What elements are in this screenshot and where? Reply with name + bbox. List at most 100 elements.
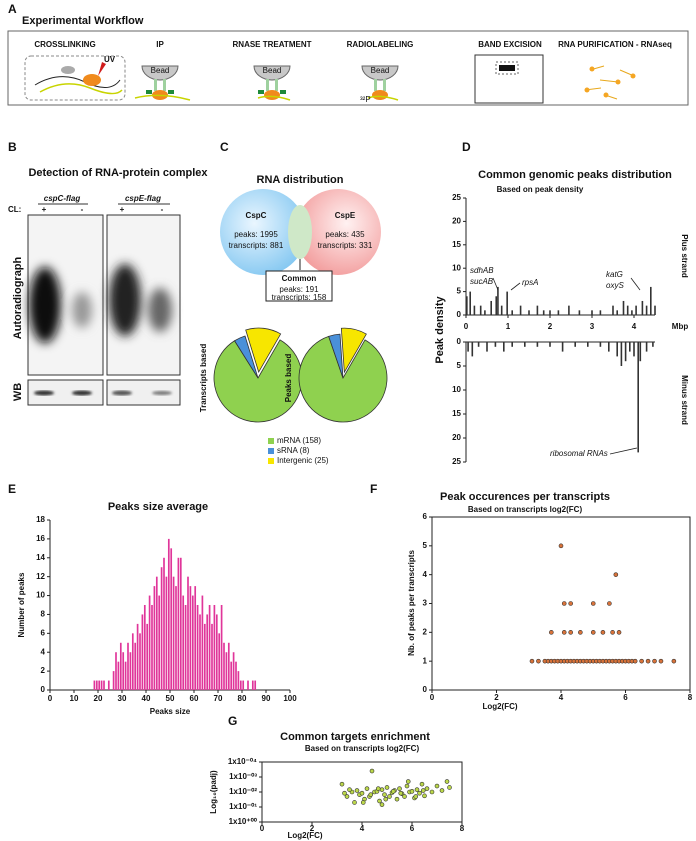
point xyxy=(339,781,345,787)
bar xyxy=(235,661,237,690)
bar xyxy=(612,305,614,315)
point xyxy=(645,658,651,664)
point xyxy=(368,792,374,797)
bar xyxy=(242,680,245,690)
bar xyxy=(549,342,551,347)
bar xyxy=(201,595,204,690)
step-label: RNA PURIFICATION - RNAseq xyxy=(558,40,672,49)
annotation-arrow xyxy=(510,282,521,291)
bar xyxy=(93,680,96,690)
point xyxy=(444,779,450,784)
x-tick-label: 10 xyxy=(70,694,79,703)
y-tick-label: 25 xyxy=(452,457,461,466)
x-tick-label: 6 xyxy=(623,693,628,702)
venn-overlap xyxy=(288,205,312,259)
legend-swatch xyxy=(268,438,274,444)
point xyxy=(420,788,426,793)
y-tick-label: 1x10⁻⁰² xyxy=(229,787,257,796)
step-label: CROSSLINKING xyxy=(34,40,95,49)
workflow-box xyxy=(7,30,689,106)
bar xyxy=(151,605,153,690)
bar xyxy=(568,305,570,315)
point xyxy=(347,787,352,792)
bar xyxy=(549,310,551,315)
point xyxy=(639,658,644,664)
point xyxy=(404,783,410,789)
panel-letter: E xyxy=(8,482,16,496)
y-tick-label: 10 xyxy=(36,591,45,600)
x-tick-label: 2 xyxy=(494,693,499,702)
bar xyxy=(225,652,228,690)
bead-label: Bead xyxy=(151,66,170,75)
point xyxy=(394,796,400,802)
point xyxy=(529,658,535,664)
bar xyxy=(220,605,223,690)
legend-swatch xyxy=(268,458,274,464)
bar xyxy=(624,342,627,362)
step-label: IP xyxy=(156,40,164,49)
y-tick-label: 6 xyxy=(41,628,46,637)
bar xyxy=(599,310,602,315)
annotation-arrow xyxy=(630,277,641,291)
y-tick-label: 20 xyxy=(452,217,461,226)
title: Common targets enrichment xyxy=(280,731,430,743)
pie-slice xyxy=(245,327,282,374)
point xyxy=(352,800,357,805)
x-tick-label: 1 xyxy=(506,322,511,331)
point xyxy=(414,787,420,792)
x-tick-label: 2 xyxy=(548,322,553,331)
x-tick-label: 0 xyxy=(464,322,469,331)
annotation: sdhAB xyxy=(470,266,494,275)
venn-title: RNA distribution xyxy=(257,174,344,186)
bar xyxy=(230,661,233,690)
bar xyxy=(641,300,644,315)
bar xyxy=(490,300,492,315)
bar xyxy=(143,605,146,690)
point xyxy=(536,658,541,664)
bar xyxy=(167,538,170,690)
x-label: Mbp xyxy=(672,322,689,331)
bar xyxy=(626,305,629,315)
y-label: Peak density xyxy=(434,295,446,363)
x-tick-label: 40 xyxy=(142,694,151,703)
annotation-arrow xyxy=(492,277,499,291)
point xyxy=(607,601,612,606)
bar xyxy=(574,342,576,347)
x-tick-label: 4 xyxy=(559,693,564,702)
bar xyxy=(215,614,218,690)
common-box xyxy=(265,270,333,302)
bar xyxy=(232,652,235,690)
pie-slice xyxy=(234,335,259,379)
plot-frame xyxy=(431,516,691,691)
bar xyxy=(497,286,499,315)
point xyxy=(658,658,664,664)
bar xyxy=(129,652,132,690)
bar xyxy=(511,310,513,315)
point xyxy=(561,601,567,606)
bar xyxy=(199,614,201,690)
bar xyxy=(506,291,508,315)
bar xyxy=(148,595,151,690)
point xyxy=(419,781,425,787)
y-label: Nb. of peaks per transcripts xyxy=(407,550,416,656)
y-tick-label: 0 xyxy=(457,337,462,346)
x-label: Log2(FC) xyxy=(287,831,322,840)
cl-label: CL: xyxy=(8,205,21,214)
point xyxy=(632,658,638,664)
point xyxy=(379,802,385,807)
point xyxy=(402,794,407,799)
point xyxy=(405,779,411,784)
x-tick-label: 100 xyxy=(283,694,297,703)
label: Transcripts based xyxy=(199,344,208,413)
bar xyxy=(179,557,182,690)
x-tick-label: 50 xyxy=(166,694,175,703)
x-tick-label: 4 xyxy=(632,322,637,331)
bar xyxy=(557,310,560,315)
bar xyxy=(484,310,486,315)
bar xyxy=(536,342,539,347)
bar xyxy=(194,586,197,690)
pie-slice xyxy=(328,333,344,379)
point xyxy=(434,783,440,789)
y-tick-label: 5 xyxy=(457,287,462,296)
